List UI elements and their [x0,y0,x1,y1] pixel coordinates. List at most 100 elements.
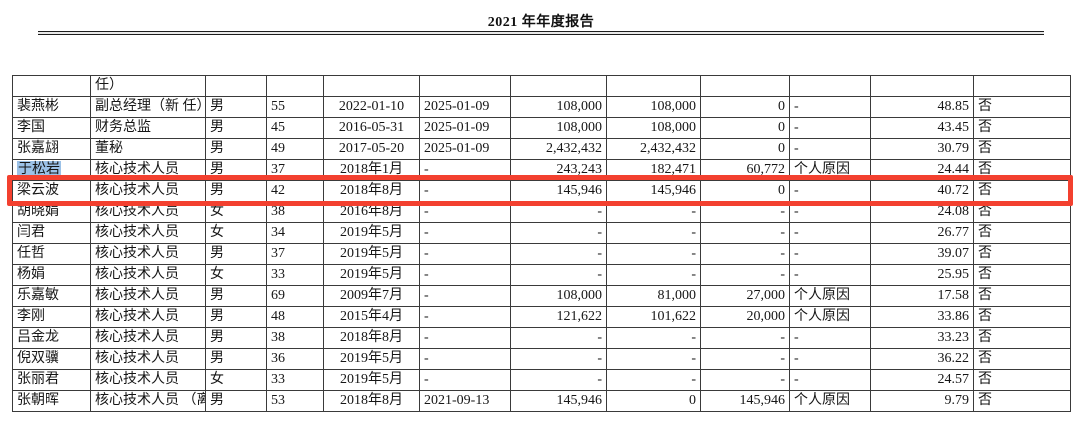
cell-remuneration [870,75,974,97]
table-row: 李刚 核心技术人员男 48 2015年4月 -121,622 101,622 20,000 个… [12,306,1071,328]
cell-change_reason: - [789,264,871,286]
cell-position: 核心技术人员 [90,369,206,391]
cell-flag: 否 [973,327,1071,349]
personnel-table: 任） 裴燕彬 副总经理（新 任）男 55 2022-01-10 2025-01-09 108… [12,75,1071,412]
cell-name [12,75,91,97]
cell-shares_begin: - [510,348,607,370]
cell-age: 38 [266,327,324,349]
cell-change_reason: - [789,369,871,391]
table-row: 胡晓娟 核心技术人员女 38 2016年8月 - - - - -24.08 否 [12,201,1071,223]
table-row: 张丽君 核心技术人员女 33 2019年5月 - - - - -24.57 否 [12,369,1071,391]
cell-age: 53 [266,390,324,412]
cell-name: 梁云波 [12,180,91,202]
cell-change_reason [789,75,871,97]
cell-change_reason: - [789,117,871,139]
cell-gender: 男 [205,138,267,160]
cell-change_reason: - [789,222,871,244]
cell-gender: 女 [205,369,267,391]
cell-shares_change: 145,946 [700,390,790,412]
cell-flag [973,75,1071,97]
cell-end_date: - [419,180,511,202]
cell-age [266,75,324,97]
table-row: 任哲 核心技术人员男 37 2019年5月 - - - - -39.07 否 [12,243,1071,265]
cell-name: 张嘉翃 [12,138,91,160]
cell-shares_end: 81,000 [606,285,701,307]
cell-flag: 否 [973,348,1071,370]
cell-end_date: - [419,222,511,244]
cell-shares_end: - [606,369,701,391]
cell-shares_change: 60,772 [700,159,790,181]
cell-age: 34 [266,222,324,244]
cell-shares_change: - [700,264,790,286]
cell-shares_end: - [606,201,701,223]
cell-flag: 否 [973,201,1071,223]
cell-shares_change [700,75,790,97]
table-row: 闫君 核心技术人员女 34 2019年5月 - - - - -26.77 否 [12,222,1071,244]
cell-shares_end: - [606,222,701,244]
table-row: 吕金龙 核心技术人员男 38 2018年8月 - - - - -33.23 否 [12,327,1071,349]
cell-remuneration: 24.08 [870,201,974,223]
cell-flag: 否 [973,243,1071,265]
cell-name: 张丽君 [12,369,91,391]
cell-gender: 男 [205,348,267,370]
cell-shares_change: - [700,348,790,370]
cell-shares_begin: 108,000 [510,117,607,139]
cell-remuneration: 30.79 [870,138,974,160]
cell-shares_begin: - [510,327,607,349]
cell-gender: 男 [205,180,267,202]
cell-remuneration: 24.57 [870,369,974,391]
cell-remuneration: 17.58 [870,285,974,307]
cell-position: 核心技术人员 [90,201,206,223]
cell-flag: 否 [973,390,1071,412]
cell-remuneration: 43.45 [870,117,974,139]
cell-end_date: 2025-01-09 [419,117,511,139]
cell-shares_end: 0 [606,390,701,412]
cell-age: 55 [266,96,324,118]
cell-end_date: 2025-01-09 [419,138,511,160]
cell-start_date: 2009年7月 [323,285,420,307]
cell-age: 45 [266,117,324,139]
cell-remuneration: 39.07 [870,243,974,265]
cell-position: 核心技术人员 [90,306,206,328]
cell-name: 于松岩 [12,159,91,181]
cell-shares_begin: 121,622 [510,306,607,328]
text-selection-highlight: 于松岩 [17,161,61,178]
cell-age: 48 [266,306,324,328]
cell-name: 吕金龙 [12,327,91,349]
cell-start_date: 2019年5月 [323,264,420,286]
cell-gender: 男 [205,117,267,139]
cell-shares_begin: 108,000 [510,96,607,118]
cell-end_date: - [419,159,511,181]
cell-start_date: 2018年8月 [323,390,420,412]
cell-start_date: 2018年1月 [323,159,420,181]
cell-start_date: 2019年5月 [323,369,420,391]
cell-name: 张朝晖 [12,390,91,412]
cell-name: 闫君 [12,222,91,244]
cell-age: 69 [266,285,324,307]
cell-flag: 否 [973,138,1071,160]
cell-gender: 男 [205,390,267,412]
cell-flag: 否 [973,222,1071,244]
cell-name: 裴燕彬 [12,96,91,118]
cell-age: 33 [266,264,324,286]
cell-flag: 否 [973,117,1071,139]
cell-shares_change: 0 [700,96,790,118]
cell-flag: 否 [973,285,1071,307]
header-divider [38,31,1044,35]
cell-end_date: - [419,369,511,391]
cell-position: 核心技术人员 （离职） [90,390,206,412]
cell-end_date [419,75,511,97]
cell-name: 乐嘉敏 [12,285,91,307]
cell-shares_change: 27,000 [700,285,790,307]
cell-shares_end: 108,000 [606,117,701,139]
cell-position: 副总经理（新 任） [90,96,206,118]
cell-position: 财务总监 [90,117,206,139]
cell-position: 核心技术人员 [90,264,206,286]
cell-name: 李国 [12,117,91,139]
cell-change_reason: 个人原因 [789,390,871,412]
table-row: 张嘉翃 董秘男 49 2017-05-20 2025-01-09 2,432,432 2,4… [12,138,1071,160]
cell-age: 42 [266,180,324,202]
table-body: 任） 裴燕彬 副总经理（新 任）男 55 2022-01-10 2025-01-09 108… [12,75,1071,412]
